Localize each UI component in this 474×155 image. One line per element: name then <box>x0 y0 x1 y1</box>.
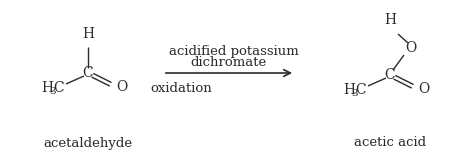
Text: acetic acid: acetic acid <box>354 137 426 150</box>
Text: dichromate: dichromate <box>191 57 267 69</box>
Text: acidified potassium: acidified potassium <box>169 44 299 58</box>
Text: H: H <box>384 13 396 27</box>
Text: O: O <box>419 82 429 96</box>
Text: H: H <box>343 83 355 97</box>
Text: C: C <box>385 68 395 82</box>
Text: C: C <box>82 66 93 80</box>
Text: H: H <box>41 81 53 95</box>
Text: acetaldehyde: acetaldehyde <box>44 137 133 150</box>
Text: oxidation: oxidation <box>150 82 212 95</box>
Text: C: C <box>54 81 64 95</box>
Text: C: C <box>356 83 366 97</box>
Text: 3: 3 <box>50 88 56 97</box>
Text: O: O <box>117 80 128 94</box>
Text: H: H <box>82 27 94 41</box>
Text: O: O <box>405 41 417 55</box>
Text: 3: 3 <box>352 89 358 98</box>
